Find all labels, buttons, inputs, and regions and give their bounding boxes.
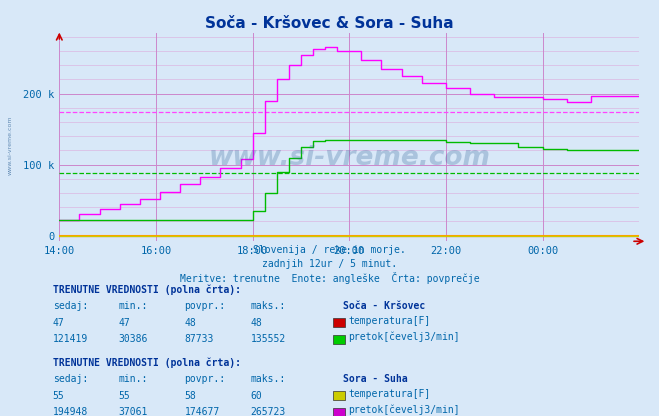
Text: 30386: 30386 <box>119 334 148 344</box>
Text: pretok[čevelj3/min]: pretok[čevelj3/min] <box>348 405 459 415</box>
Text: 58: 58 <box>185 391 196 401</box>
Text: www.si-vreme.com: www.si-vreme.com <box>208 145 490 171</box>
Text: Slovenija / reke in morje.: Slovenija / reke in morje. <box>253 245 406 255</box>
Text: 135552: 135552 <box>250 334 285 344</box>
Text: 47: 47 <box>53 318 65 328</box>
Text: pretok[čevelj3/min]: pretok[čevelj3/min] <box>348 332 459 342</box>
Text: 55: 55 <box>119 391 130 401</box>
Text: TRENUTNE VREDNOSTI (polna črta):: TRENUTNE VREDNOSTI (polna črta): <box>53 358 241 368</box>
Text: maks.:: maks.: <box>250 301 285 311</box>
Text: 121419: 121419 <box>53 334 88 344</box>
Text: 194948: 194948 <box>53 407 88 416</box>
Text: Soča - Kršovec & Sora - Suha: Soča - Kršovec & Sora - Suha <box>205 16 454 31</box>
Text: Soča - Kršovec: Soča - Kršovec <box>343 301 425 311</box>
Text: Sora - Suha: Sora - Suha <box>343 374 407 384</box>
Text: 60: 60 <box>250 391 262 401</box>
Text: 174677: 174677 <box>185 407 219 416</box>
Text: sedaj:: sedaj: <box>53 374 88 384</box>
Text: 265723: 265723 <box>250 407 285 416</box>
Text: 48: 48 <box>185 318 196 328</box>
Text: TRENUTNE VREDNOSTI (polna črta):: TRENUTNE VREDNOSTI (polna črta): <box>53 285 241 295</box>
Text: 47: 47 <box>119 318 130 328</box>
Text: sedaj:: sedaj: <box>53 301 88 311</box>
Text: www.si-vreme.com: www.si-vreme.com <box>8 116 13 176</box>
Text: 48: 48 <box>250 318 262 328</box>
Text: povpr.:: povpr.: <box>185 301 225 311</box>
Text: 87733: 87733 <box>185 334 214 344</box>
Text: min.:: min.: <box>119 374 148 384</box>
Text: 37061: 37061 <box>119 407 148 416</box>
Text: min.:: min.: <box>119 301 148 311</box>
Text: Meritve: trenutne  Enote: angleške  Črta: povprečje: Meritve: trenutne Enote: angleške Črta: … <box>180 272 479 284</box>
Text: temperatura[F]: temperatura[F] <box>348 389 430 399</box>
Text: 55: 55 <box>53 391 65 401</box>
Text: zadnjih 12ur / 5 minut.: zadnjih 12ur / 5 minut. <box>262 259 397 269</box>
Text: maks.:: maks.: <box>250 374 285 384</box>
Text: temperatura[F]: temperatura[F] <box>348 316 430 326</box>
Text: povpr.:: povpr.: <box>185 374 225 384</box>
